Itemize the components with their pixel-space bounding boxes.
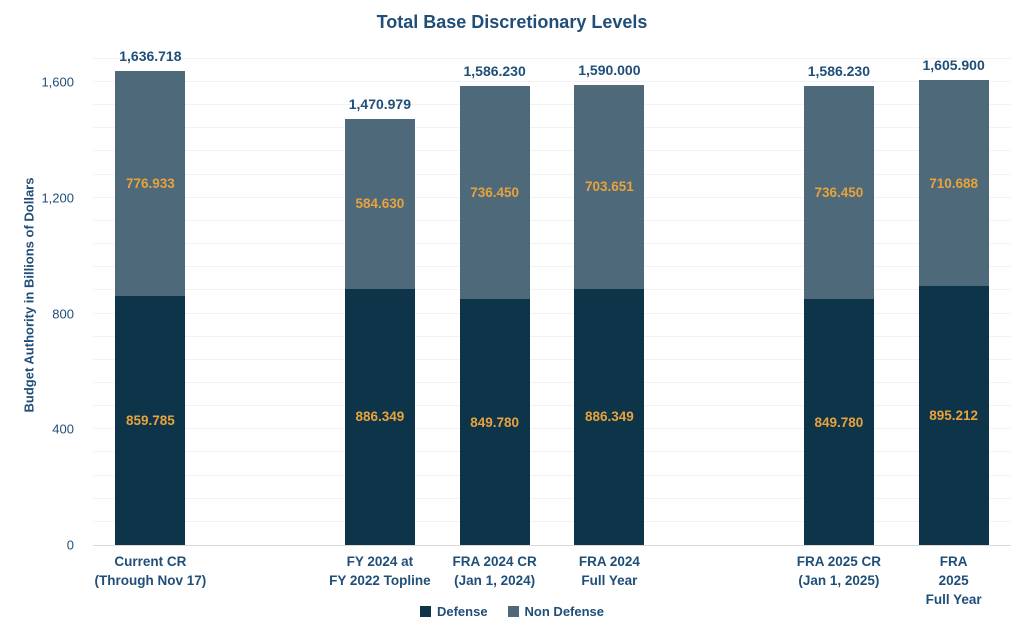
y-axis-tick-label: 800 xyxy=(52,306,74,321)
bar-segment-non-defense: 703.651 xyxy=(574,84,645,289)
bar: 776.933 859.785 xyxy=(115,71,186,545)
segment-value-label: 736.450 xyxy=(470,185,520,201)
bar-segment-non-defense: 736.450 xyxy=(803,86,874,300)
bar: 710.688 895.212 xyxy=(918,80,989,545)
legend: Defense Non Defense xyxy=(0,604,1024,619)
legend-item: Non Defense xyxy=(507,604,605,619)
x-category-label: FRA 2024 Full Year xyxy=(578,554,640,588)
y-axis-tick-label: 0 xyxy=(66,537,74,553)
legend-swatch-defense xyxy=(419,606,431,617)
gridline xyxy=(93,474,1011,476)
gridline xyxy=(93,335,1011,337)
total-value-label: 1,590.000 xyxy=(578,61,641,78)
gridline xyxy=(93,451,1011,453)
gridline xyxy=(93,405,1011,407)
bar-segment-defense: 895.212 xyxy=(918,285,989,545)
x-category-label: FRA 2025 CR (Jan 1, 2025) xyxy=(796,554,882,588)
x-axis-labels: Current CR (Through Nov 17) FY 2024 at FY… xyxy=(93,552,1011,607)
bar: 703.651 886.349 xyxy=(574,84,645,545)
segment-value-label: 736.450 xyxy=(814,185,864,201)
gridline xyxy=(93,520,1011,522)
total-value-label: 1,605.900 xyxy=(922,57,985,74)
gridline xyxy=(93,219,1011,221)
segment-value-label: 584.630 xyxy=(355,196,405,212)
segment-value-label: 703.651 xyxy=(584,179,634,195)
bar-segment-defense: 886.349 xyxy=(344,288,415,545)
y-axis-tick-label: 400 xyxy=(52,421,74,437)
gridline xyxy=(93,428,1011,430)
segment-value-label: 895.212 xyxy=(929,407,979,423)
bar-segment-non-defense: 584.630 xyxy=(344,119,415,289)
segment-value-label: 859.785 xyxy=(125,413,175,429)
bar-segment-defense: 849.780 xyxy=(803,299,874,545)
legend-swatch-non-defense xyxy=(507,606,519,617)
bar: 736.450 849.780 xyxy=(459,86,530,545)
bar-segment-non-defense: 710.688 xyxy=(918,80,989,286)
x-category-label: FRA 2025 Full Year xyxy=(925,554,982,607)
gridline xyxy=(93,243,1011,245)
total-value-label: 1,586.230 xyxy=(463,63,526,79)
gridline xyxy=(93,57,1011,59)
bar-segment-non-defense: 736.450 xyxy=(459,86,530,300)
total-value-label: 1,586.230 xyxy=(807,63,871,79)
legend-label: Non Defense xyxy=(524,604,605,619)
total-value-label: 1,470.979 xyxy=(348,96,412,113)
gridline xyxy=(93,497,1011,499)
x-category-label: Current CR (Through Nov 17) xyxy=(94,554,207,588)
x-category-label: FRA 2024 CR (Jan 1, 2024) xyxy=(452,554,537,588)
bar: 736.450 849.780 xyxy=(803,86,874,545)
y-axis: 0 400 800 1,200 1,600 xyxy=(0,40,80,553)
gridline xyxy=(93,81,1011,82)
legend-label: Defense xyxy=(436,604,488,619)
segment-value-label: 710.688 xyxy=(929,175,979,191)
gridline xyxy=(93,196,1011,198)
gridline xyxy=(93,289,1011,291)
gridline xyxy=(93,104,1011,106)
y-axis-tick-label: 1,600 xyxy=(41,74,74,90)
y-axis-tick-label: 1,200 xyxy=(41,190,74,206)
segment-value-label: 849.780 xyxy=(814,414,864,430)
segment-value-label: 776.933 xyxy=(125,176,175,192)
gridline xyxy=(93,312,1011,314)
segment-value-label: 886.349 xyxy=(355,409,405,425)
bars-layer: 776.933 859.785 1,636.718 584.630 886.349 1,4… xyxy=(93,40,1011,545)
total-value-label: 1,636.718 xyxy=(119,48,182,65)
gridline xyxy=(93,127,1011,129)
segment-value-label: 849.780 xyxy=(470,414,520,430)
plot-area: 776.933 859.785 1,636.718 584.630 886.349 1,4… xyxy=(93,40,1011,546)
bar: 584.630 886.349 xyxy=(344,119,415,545)
gridline xyxy=(93,266,1011,268)
segment-value-label: 886.349 xyxy=(584,409,634,425)
gridline xyxy=(93,381,1011,383)
gridline xyxy=(93,358,1011,360)
x-category-label: FY 2024 at FY 2022 Topline xyxy=(329,554,431,588)
gridline xyxy=(93,173,1011,175)
bar-segment-non-defense: 776.933 xyxy=(115,71,186,297)
chart-title: Total Base Discretionary Levels xyxy=(376,12,648,32)
gridline xyxy=(93,150,1011,152)
bar-segment-defense: 859.785 xyxy=(115,296,186,545)
bar-segment-defense: 886.349 xyxy=(574,288,645,545)
legend-item: Defense xyxy=(419,604,488,619)
bar-segment-defense: 849.780 xyxy=(459,299,530,545)
